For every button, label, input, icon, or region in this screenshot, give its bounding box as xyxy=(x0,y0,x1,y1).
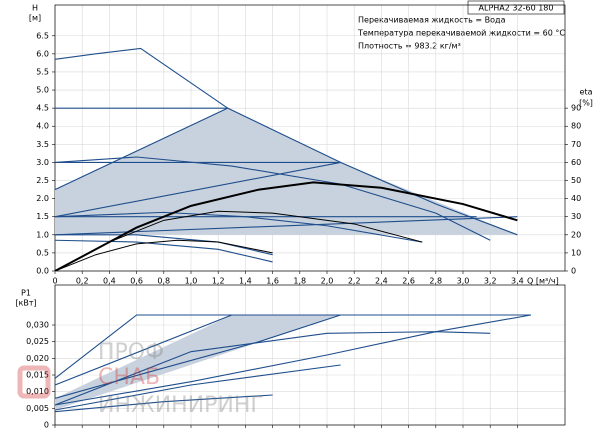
curve xyxy=(55,239,273,263)
x-tick-label: 2,8 xyxy=(429,277,442,286)
y2-unit: [%] xyxy=(579,99,593,108)
curve xyxy=(55,107,228,191)
curve xyxy=(55,239,273,271)
y-tick-label: 3.5 xyxy=(36,140,49,149)
watermark-text: СНАБ xyxy=(98,365,160,390)
y2-tick-label: 40 xyxy=(571,194,581,203)
y-tick-label: 0,025 xyxy=(26,337,49,346)
y2-tick-label: 30 xyxy=(571,212,581,221)
x-tick-label: 0,4 xyxy=(103,277,116,286)
x-tick-label: 2,4 xyxy=(375,277,388,286)
y-tick-label: 2.5 xyxy=(36,176,49,185)
y-tick-label: 1.5 xyxy=(36,212,49,221)
y2-label: eta xyxy=(580,88,593,97)
y-tick-label: 6.0 xyxy=(36,49,49,58)
y2-tick-label: 10 xyxy=(571,248,581,257)
y-tick-label: 0.0 xyxy=(36,267,49,276)
curve xyxy=(55,216,518,236)
x-label: Q [м³/ч] xyxy=(527,277,559,286)
curve xyxy=(55,156,491,241)
watermark: ПРОФ СНАБ ИНЖИНИРИНГ xyxy=(17,340,264,418)
series-group xyxy=(55,47,518,271)
watermark-text: ИНЖИНИРИНГ xyxy=(98,393,264,418)
y2-tick-label: 20 xyxy=(571,230,581,239)
header: ALPHA2 32-60 180 xyxy=(479,4,554,13)
y-tick-label: 0 xyxy=(44,421,49,430)
series-group xyxy=(55,314,532,413)
curve xyxy=(55,331,491,406)
x-tick-label: 2,0 xyxy=(321,277,334,286)
x-tick-label: 1,8 xyxy=(293,277,306,286)
y-tick-label: 6.5 xyxy=(36,31,49,40)
watermark-text: ПРОФ xyxy=(98,340,164,365)
x-tick-label: 3,0 xyxy=(457,277,470,286)
x-tick-label: 2,2 xyxy=(348,277,361,286)
x-tick-label: 1,2 xyxy=(212,277,225,286)
y2-tick-label: 80 xyxy=(571,122,581,131)
x-tick-label: 0 xyxy=(52,277,57,286)
y2-tick-label: 60 xyxy=(571,158,581,167)
y-unit: [м] xyxy=(29,14,41,23)
annotation: Перекачиваемая жидкость = Вода xyxy=(358,16,506,25)
y-tick-label: 0,015 xyxy=(26,371,49,380)
header-box xyxy=(467,0,565,15)
x-tick-label: 1,4 xyxy=(239,277,252,286)
y-tick-label: 0.5 xyxy=(36,248,49,257)
y-tick-label: 2.0 xyxy=(36,194,49,203)
x-tick-label: 0,6 xyxy=(130,277,143,286)
curve xyxy=(55,314,532,406)
y-tick-label: 0,005 xyxy=(26,404,49,413)
y-tick-label: 5.5 xyxy=(36,67,49,76)
plot-frame xyxy=(54,4,566,272)
y-tick-label: 0,030 xyxy=(26,321,49,330)
annotation: Плотность = 983.2 кг/м³ xyxy=(358,42,461,51)
logo xyxy=(17,365,51,399)
plot-frame xyxy=(54,284,566,426)
x-tick-label: 3,2 xyxy=(484,277,497,286)
curve xyxy=(55,161,341,218)
annotation: Температура перекачиваемой жидкости = 60… xyxy=(357,29,565,38)
curve xyxy=(55,234,273,256)
curve xyxy=(55,314,233,386)
y-tick-label: 0,020 xyxy=(26,354,49,363)
x-tick-label: 1,6 xyxy=(266,277,279,286)
y-tick-label: 4.5 xyxy=(36,104,49,113)
y-tick-label: 3.0 xyxy=(36,158,49,167)
curve xyxy=(55,314,531,379)
curve xyxy=(55,314,341,399)
y-unit: [кВт] xyxy=(15,299,36,308)
curve xyxy=(55,364,341,411)
y2-tick-label: 90 xyxy=(571,104,581,113)
y-tick-label: 4.0 xyxy=(36,122,49,131)
curve xyxy=(55,210,423,271)
x-tick-label: 2,6 xyxy=(402,277,415,286)
y-tick-label: 0,010 xyxy=(26,387,49,396)
area xyxy=(55,315,341,410)
y-label: P1 xyxy=(21,289,31,298)
y-tick-label: 1.0 xyxy=(36,230,49,239)
x-tick-label: 1,0 xyxy=(185,277,198,286)
y2-tick-label: 50 xyxy=(571,176,581,185)
x-tick-label: 0,8 xyxy=(157,277,170,286)
curve xyxy=(55,394,273,413)
y-label: H xyxy=(32,4,38,13)
y-tick-label: 5.0 xyxy=(36,86,49,95)
plots: 0 0,2 0,4 0,6 0,8 1,0 1,2 1,4 1,6 1,8 2,0 2,2 2,4 2,6… xyxy=(26,4,581,430)
curve xyxy=(55,211,423,243)
x-tick-label: 0,2 xyxy=(76,277,89,286)
y2-tick-label: 0 xyxy=(571,267,576,276)
y2-tick-label: 70 xyxy=(571,140,581,149)
x-tick-label: 3,4 xyxy=(511,277,524,286)
